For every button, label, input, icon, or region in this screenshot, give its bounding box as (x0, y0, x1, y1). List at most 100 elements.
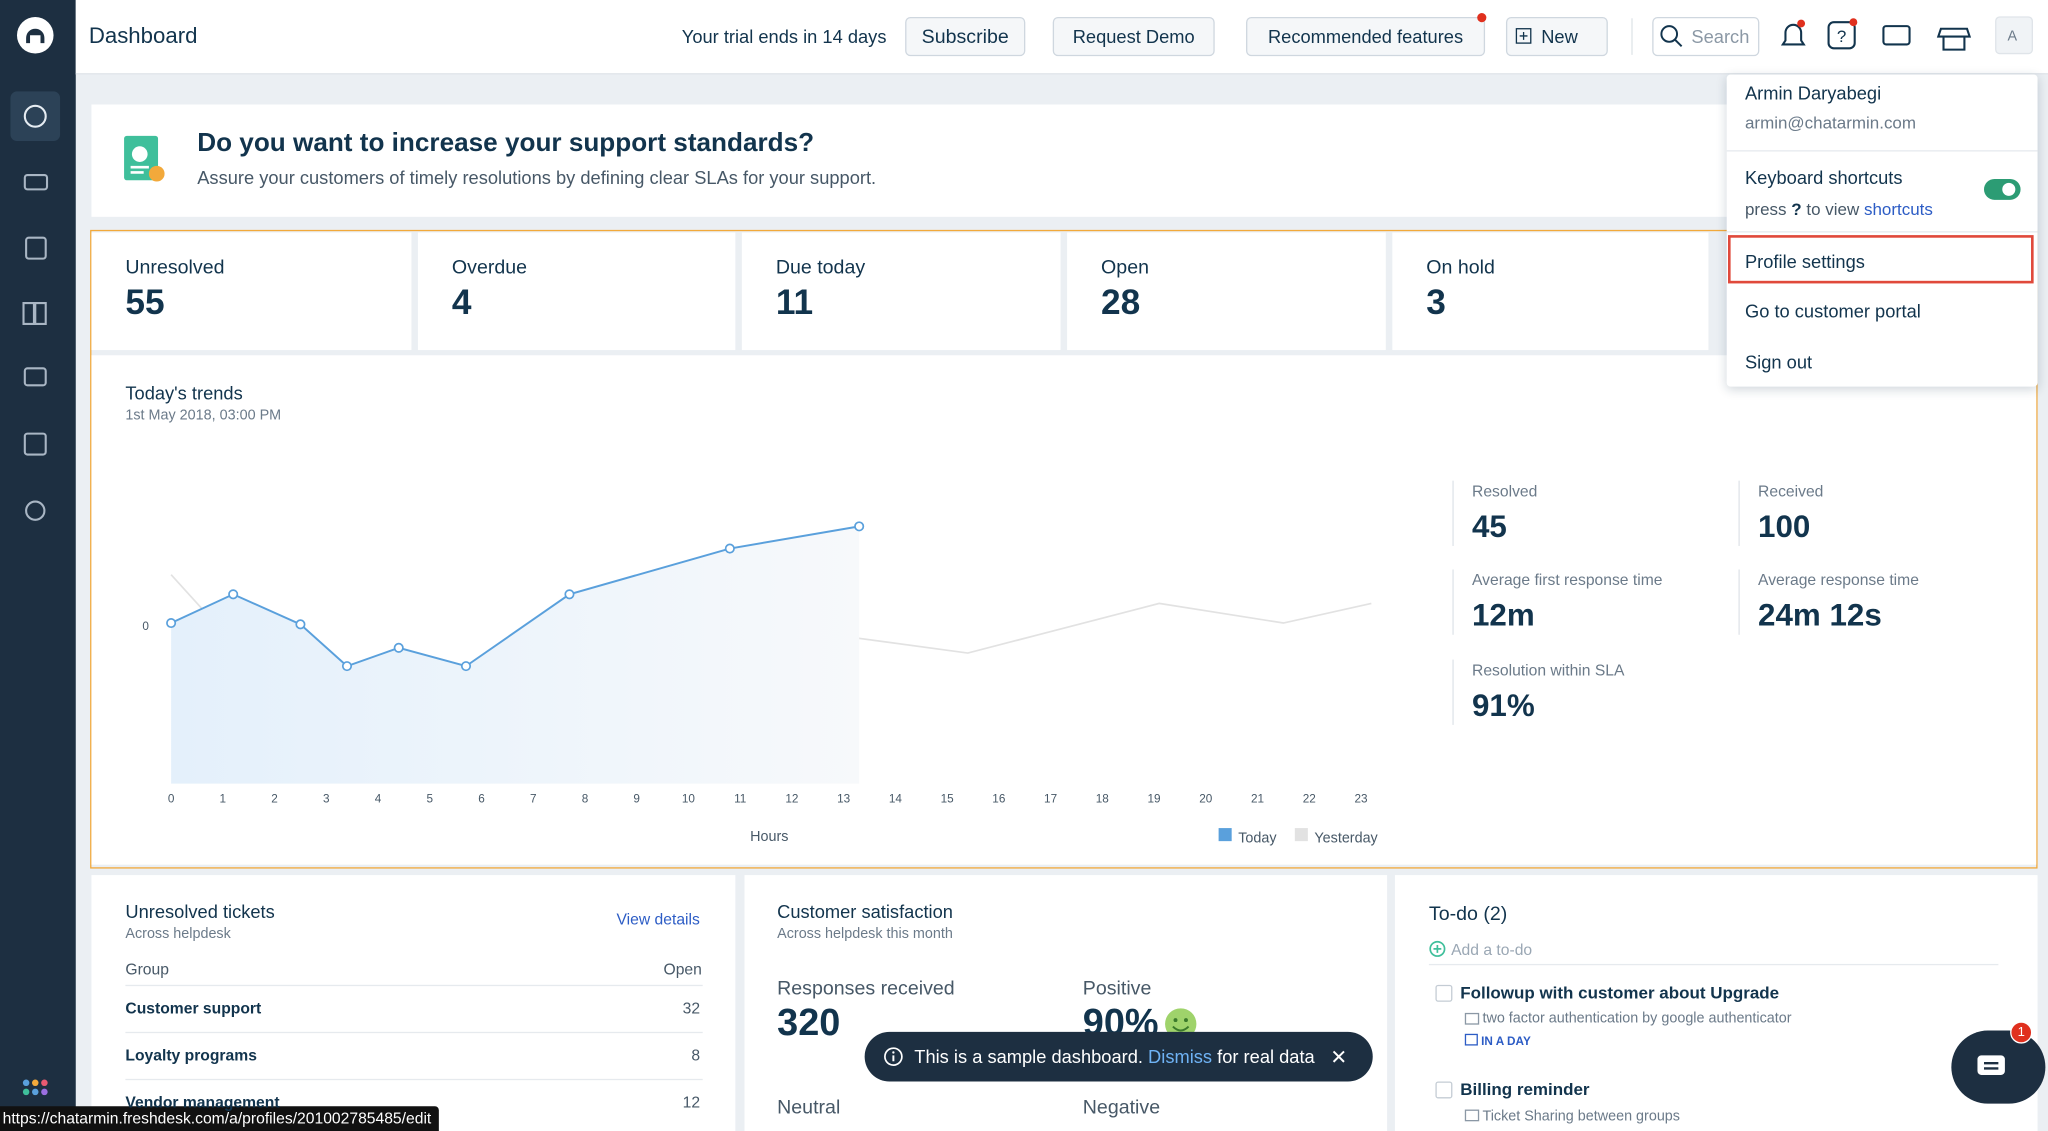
notification-dot (1477, 13, 1487, 23)
legend-label: Today (1238, 830, 1277, 846)
sat-label: Responses received (777, 977, 955, 1000)
stat-label: On hold (1426, 256, 1495, 279)
unresolved-card (91, 875, 736, 1131)
stat-value: 11 (775, 282, 814, 322)
group-name: Vendor management (125, 1093, 280, 1112)
group-name: Loyalty programs (125, 1046, 257, 1065)
new-label: New (1541, 26, 1578, 48)
point (460, 661, 472, 672)
legend-label: Yesterday (1314, 830, 1378, 846)
header-icons[interactable]: ? (1776, 16, 2048, 60)
metric-value: 91% (1471, 688, 1535, 724)
stat-card (417, 232, 736, 351)
group-name: Customer support (125, 999, 262, 1018)
point (393, 642, 404, 653)
subscribe-button[interactable]: Subscribe (905, 16, 1026, 57)
x-tick-label: 5 (426, 792, 433, 805)
legend-swatch (1218, 828, 1232, 842)
demo-button[interactable]: Request Demo (1052, 16, 1215, 57)
search-box[interactable]: Search (1652, 16, 1760, 57)
metric-label: Resolved (1471, 481, 1538, 501)
view-details-link[interactable]: View details (616, 910, 700, 929)
user-name: Armin Daryabegi (1744, 82, 1882, 104)
toast-text: This is a sample dashboard. Dismiss for … (914, 1046, 1314, 1067)
close-icon[interactable] (1331, 1049, 1347, 1065)
add-todo[interactable]: Add a to-do (1451, 940, 1533, 959)
features-button[interactable]: Recommended features (1246, 16, 1486, 57)
trends-chart: 0 1 2 3 4 5 6 7 8 9 10 11 12 13 14 15 16 17 18 19 20 21 22 230H… (142, 521, 1379, 846)
stat-card (1067, 232, 1386, 351)
search-placeholder: Search (1691, 26, 1750, 48)
metric-label: Average response time (1758, 570, 1919, 590)
trends-subtitle: 1st May 2018, 03:00 PM (125, 407, 282, 424)
metric-value: 12m (1471, 598, 1535, 634)
x-tick-label: 18 (1096, 792, 1110, 805)
menu-item[interactable]: Sign out (1744, 351, 1813, 373)
todo-item-title: Followup with customer about Upgrade (1460, 982, 1780, 1003)
sat-label: Negative (1082, 1096, 1161, 1119)
menu-item[interactable]: Go to customer portal (1744, 300, 1921, 322)
sidebar-icons (10, 16, 61, 1096)
shortcuts-link[interactable]: shortcuts (1863, 199, 1933, 219)
dismiss-link[interactable]: Dismiss (1148, 1046, 1213, 1068)
x-tick-label: 3 (323, 792, 330, 805)
x-tick-label: 7 (530, 792, 537, 805)
area (171, 526, 860, 784)
chat-icon (1977, 1055, 2005, 1075)
shortcuts-label: Keyboard shortcuts (1744, 167, 1903, 189)
divider (1631, 18, 1633, 55)
metric-label: Received (1758, 481, 1824, 501)
x-tick-label: 22 (1303, 792, 1316, 805)
todo-item-note: Ticket Sharing between groups (1482, 1108, 1680, 1125)
trends-title: Today's trends (125, 382, 243, 404)
sidebar (0, 0, 76, 1131)
status-url: https://chatarmin.freshdesk.com/a/profil… (0, 1106, 440, 1131)
stat-label: Open (1101, 256, 1149, 279)
stat-value: 28 (1101, 282, 1141, 322)
point (854, 521, 865, 532)
y-tick-label: 0 (142, 620, 149, 633)
stat-label: Due today (775, 256, 866, 279)
divider (1726, 231, 2038, 233)
hint-text: to view (1806, 199, 1860, 219)
menu-item[interactable]: Profile settings (1744, 250, 1865, 272)
sat-value: 320 (777, 1002, 841, 1045)
metric-divider (1452, 480, 1454, 546)
point (228, 589, 239, 600)
plus-icon (1515, 28, 1532, 44)
toast-message: for real data (1217, 1046, 1315, 1068)
shortcuts-toggle[interactable] (1983, 178, 2021, 200)
sat-label: Positive (1082, 977, 1152, 1000)
x-tick-label: 13 (837, 792, 851, 805)
x-tick-label: 9 (633, 792, 640, 805)
metric-value: 45 (1471, 509, 1507, 545)
x-tick-label: 8 (582, 792, 589, 805)
hint-key: ? (1791, 199, 1802, 219)
checkbox[interactable] (1435, 984, 1453, 1002)
open-count: 12 (682, 1093, 701, 1112)
user-email: armin@chatarmin.com (1744, 112, 1917, 133)
stat-card (741, 232, 1061, 351)
avatar[interactable]: A (2007, 28, 2018, 45)
row-divider (125, 1031, 703, 1034)
x-tick-label: 21 (1251, 792, 1264, 805)
x-tick-label: 16 (992, 792, 1006, 805)
metric-divider (1738, 569, 1740, 635)
add-icon (1429, 940, 1446, 957)
x-tick-label: 4 (375, 792, 382, 805)
x-tick-label: 15 (941, 792, 955, 805)
selected-item-frame (1727, 235, 2034, 284)
x-tick-label: 0 (168, 792, 175, 805)
row-divider (125, 984, 703, 987)
open-count: 32 (682, 999, 701, 1018)
checkbox[interactable] (1435, 1081, 1453, 1099)
point (341, 661, 353, 672)
satisfaction-subtitle: Across helpdesk this month (777, 926, 953, 942)
info-icon (884, 1047, 903, 1066)
toast (864, 1031, 1373, 1082)
x-tick-label: 2 (271, 792, 278, 805)
metric-value: 100 (1758, 509, 1811, 545)
stat-card (91, 232, 412, 351)
profile-menu (1726, 74, 2038, 387)
